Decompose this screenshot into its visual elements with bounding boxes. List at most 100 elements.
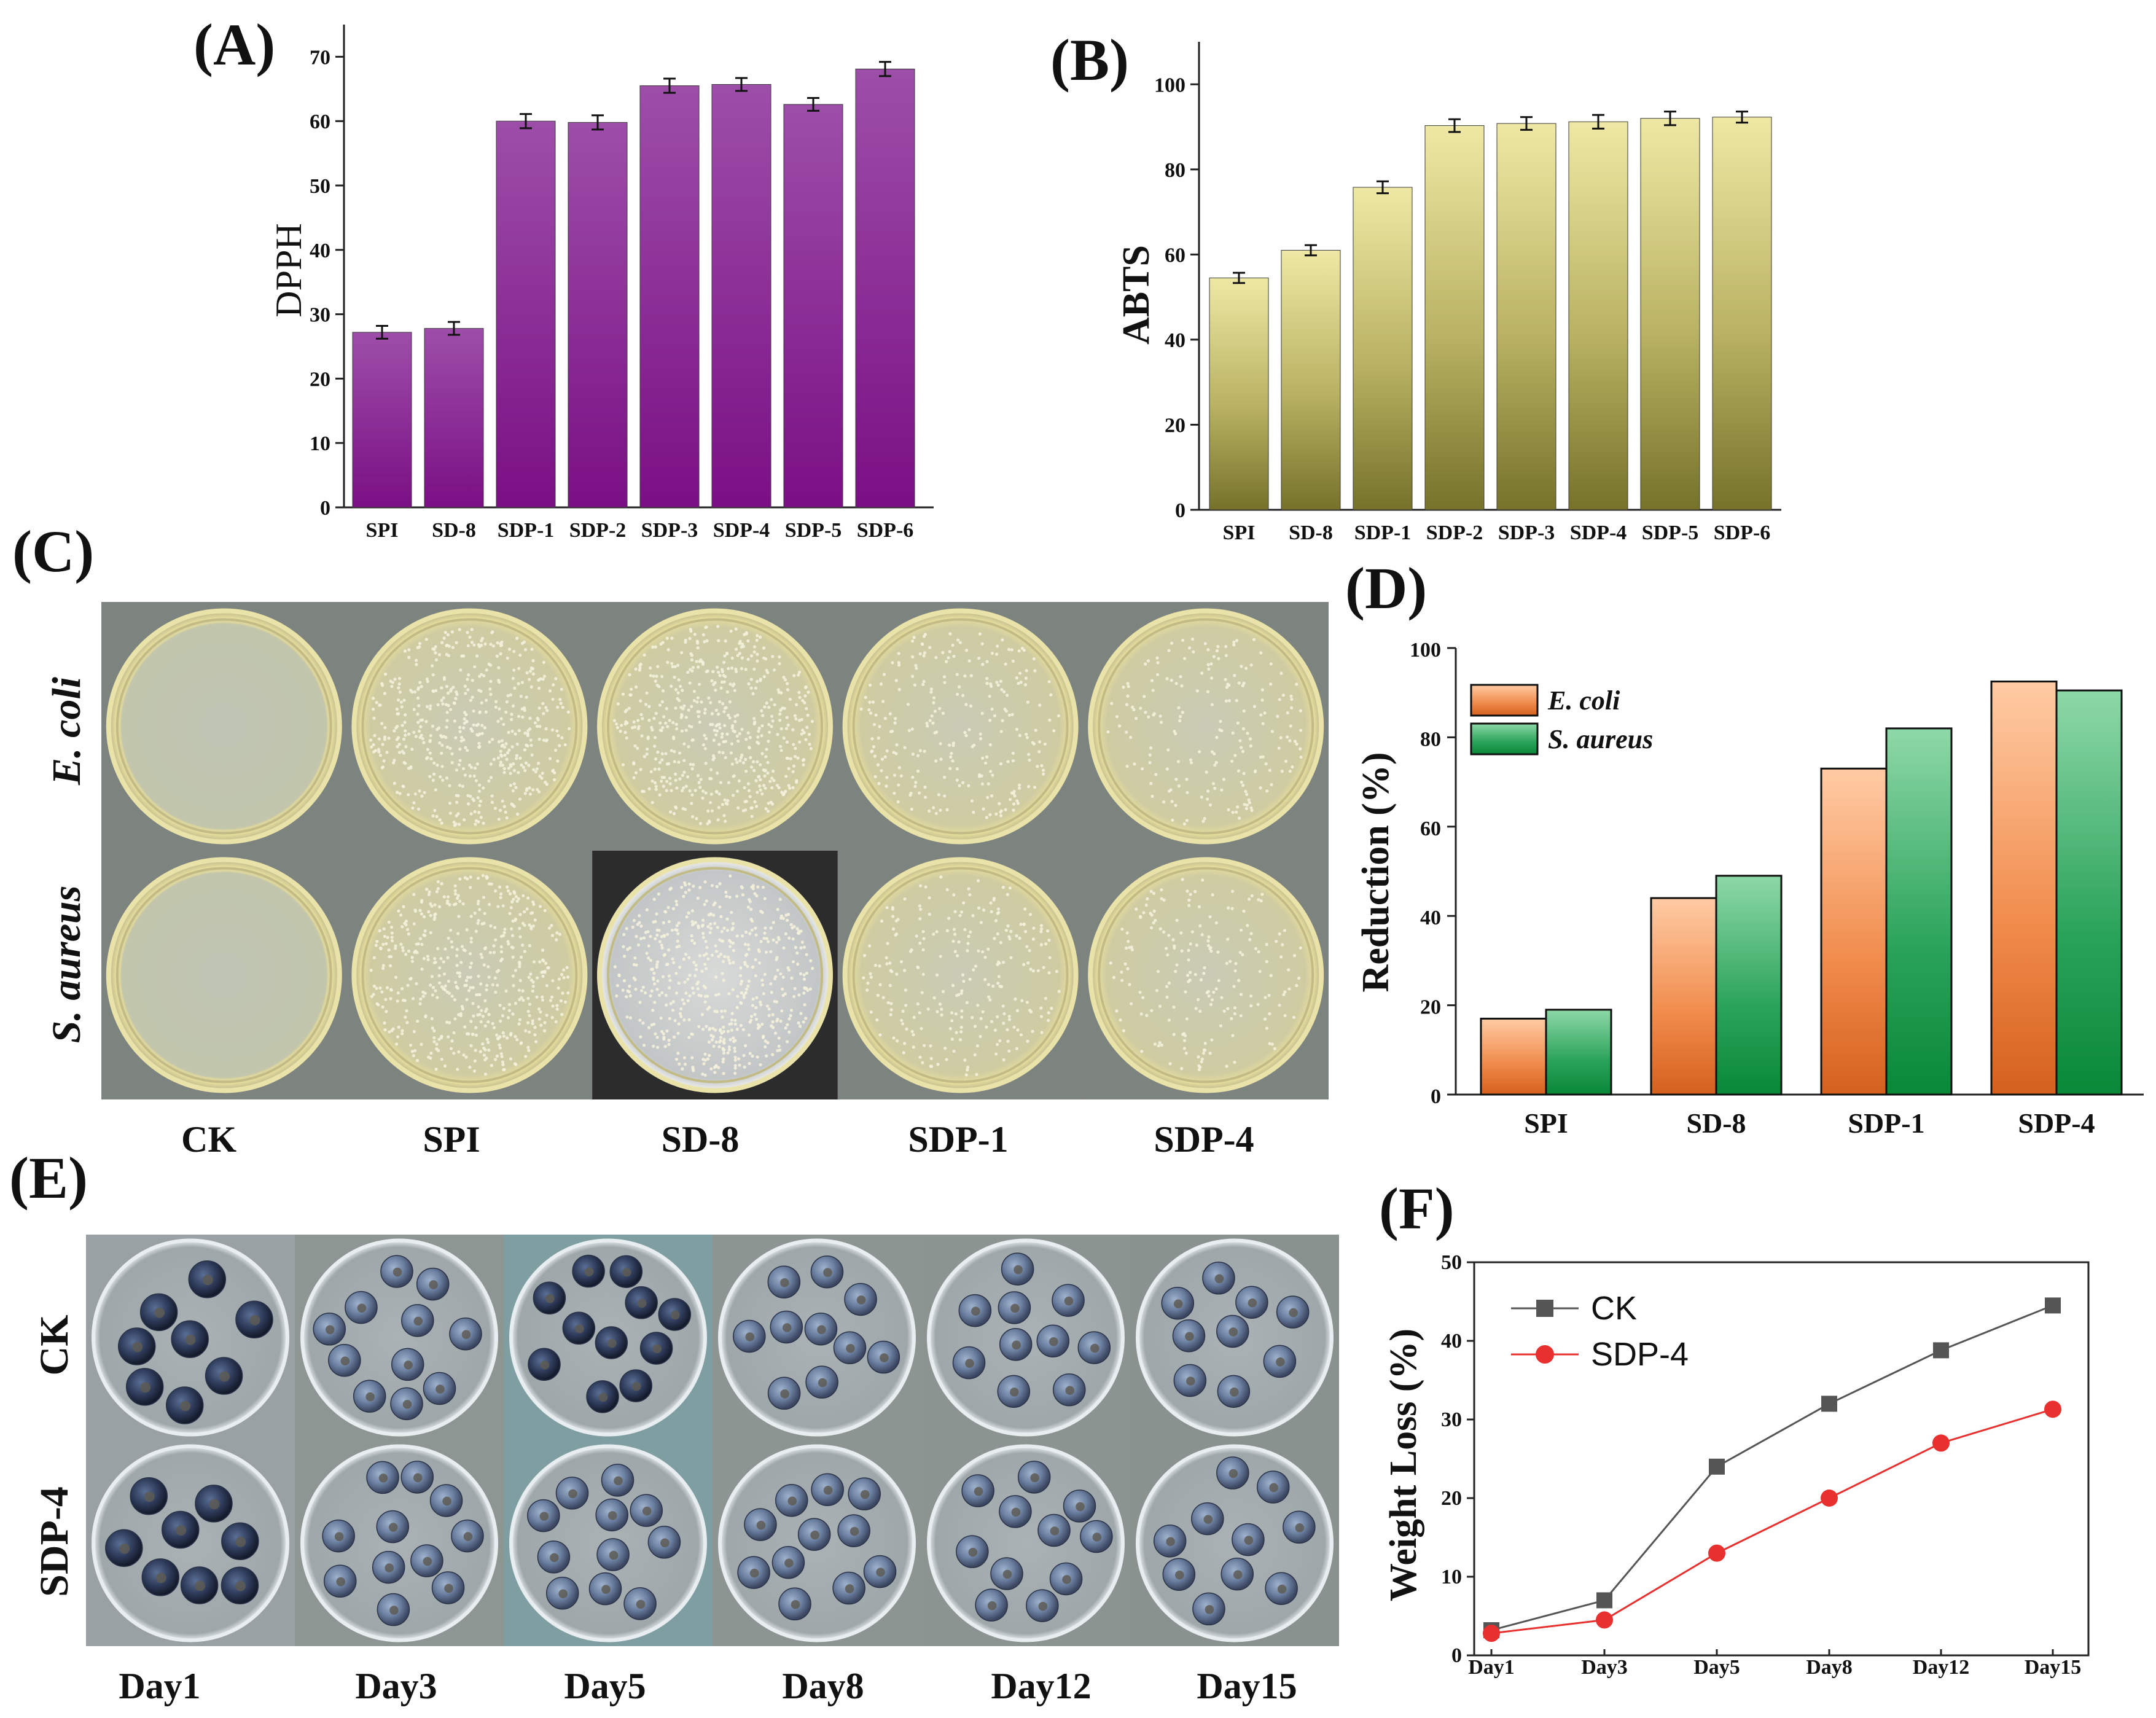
chart-a-errorbar-sdp-2 [592,114,604,131]
chart-a-xtick-label: SDP-6 [857,519,914,542]
chart-a-xtick-label: SPI [366,519,399,542]
chart-f-frame [1473,1261,2090,1657]
dish-day1-row2 [92,1444,289,1642]
chart-f-line-ck [1491,1305,2053,1631]
chart-a-ytick-label: 30 [310,304,330,327]
chart-a-ytick-label: 0 [320,497,330,520]
chart-d-bar-ecoli-sd-8 [1650,897,1717,1096]
chart-a-bar-sdp-6 [855,68,915,508]
chart-a-bar-sd-8 [424,328,484,508]
dish-day12-row1 [927,1238,1125,1437]
legend-swatch-ecoli [1470,684,1539,717]
panel-e-col-label-day5: Day5 [564,1666,646,1706]
panel-c-col-label-ck: CK [181,1119,236,1160]
chart-d-y-label: Reduction (%) [1355,752,1397,993]
panel-c-col-label-spi: SPI [423,1119,480,1160]
chart-b-xtick-label: SDP-2 [1426,521,1483,544]
chart-b-bar-sdp-5 [1640,118,1700,510]
chart-a-ytick-label: 40 [310,240,330,262]
chart-f-xtick-label: Day3 [1581,1656,1628,1679]
petri-plate-sdp-4-row1 [1088,608,1324,845]
chart-f-point-ck-day3 [1596,1592,1612,1609]
chart-a-ytick-label: 60 [310,111,330,133]
petri-plate-sd-8-row1 [597,608,833,845]
chart-a-ytick-label: 20 [310,368,330,391]
chart-f-xtick-label: Day5 [1693,1656,1740,1679]
chart-b-errorbar-sd-8 [1305,244,1317,257]
chart-d-bar-saureus-spi [1545,1009,1612,1096]
chart-f-point-ck-day15 [2045,1297,2061,1314]
chart-b-xtick-label: SDP-4 [1570,521,1627,544]
chart-b-bar-sdp-3 [1496,123,1556,510]
chart-b-bar-sdp-1 [1353,187,1413,510]
chart-a-dpph: DPPH 0 10 20 30 40 50 60 70 SPI SD-8 SDP-1 SDP-2 SD… [268,25,934,542]
petri-plate-spi-row1 [351,608,588,845]
chart-a-xtick-label: SDP-5 [785,519,842,542]
chart-f-point-sdp4-day3 [1596,1611,1613,1629]
panel-e-row-label-sdp4: SDP-4 [32,1486,77,1597]
chart-b-ytick-label: 100 [1154,74,1185,96]
chart-f-point-ck-day5 [1709,1458,1725,1475]
panel-e-row-label-ck: CK [32,1315,77,1376]
legend-label-sdp4: SDP-4 [1591,1336,1689,1373]
chart-b-ytick-label: 80 [1165,159,1185,182]
chart-d-xtick-label: SD-8 [1686,1107,1746,1139]
chart-f-point-ck-day12 [1933,1342,1949,1359]
chart-a-errorbar-sdp-1 [520,113,532,130]
chart-b-ytick-label: 0 [1175,499,1185,522]
chart-b-xtick-label: SDP-1 [1354,521,1412,544]
petri-plate-ck-row2 [106,857,342,1093]
panel-c-col-label-sdp1: SDP-1 [908,1119,1008,1160]
chart-b-errorbar-sdp-5 [1664,111,1676,127]
chart-a-errorbar-sdp-6 [879,61,891,77]
panel-c-row-label-saureus: S. aureus [44,886,89,1044]
dish-day5-row1 [509,1238,707,1437]
chart-b-ytick-label: 40 [1165,329,1185,352]
chart-a-bar-sdp-4 [711,84,771,508]
chart-f-line-sdp4 [1491,1408,2053,1634]
chart-d-legend: E. coli S. aureus [1470,684,1653,756]
dish-day3-row1 [300,1238,498,1437]
chart-b-errorbar-sdp-1 [1377,180,1389,195]
panel-label-c: (C) [12,518,94,584]
chart-f-ytick-label: 50 [1441,1251,1462,1274]
chart-d-xtick-label: SPI [1524,1107,1568,1139]
chart-d-xtick-label: SDP-1 [1848,1107,1924,1139]
chart-d-ytick-label: 20 [1420,996,1441,1019]
chart-a-y-label: DPPH [268,223,309,317]
chart-f-point-sdp4-day1 [1483,1625,1500,1642]
petri-plate-spi-row2 [351,857,588,1093]
dish-day15-row2 [1136,1444,1334,1642]
chart-b-errorbar-spi [1233,271,1245,284]
chart-a-bar-sdp-1 [496,120,556,508]
legend-marker-sdp4 [1536,1345,1554,1364]
chart-f-ytick-label: 10 [1441,1566,1462,1588]
chart-b-bar-sdp-4 [1568,121,1628,510]
chart-b-bar-spi [1209,277,1269,510]
legend-label-ecoli: E. coli [1547,685,1620,716]
chart-b-xtick-label: SDP-5 [1642,521,1699,544]
panel-e-col-label-day8: Day8 [782,1666,864,1706]
panel-label-b: (B) [1050,27,1129,93]
chart-a-xtick-label: SDP-2 [569,519,627,542]
panel-e-blueberry-photos: CK SDP-4 Day1 Day3 Day5 Day8 Day12 Day15 [32,1235,1339,1706]
chart-a-xtick-label: SD-8 [432,519,476,542]
chart-a-xtick-label: SDP-1 [498,519,555,542]
chart-a-xtick-label: SDP-3 [641,519,698,542]
chart-f-point-sdp4-day5 [1708,1544,1725,1562]
chart-f-xtick-label: Day15 [2025,1656,2082,1679]
chart-d-ytick-label: 40 [1420,907,1441,929]
panel-e-col-label-day12: Day12 [991,1666,1091,1706]
panel-e-col-label-day3: Day3 [355,1666,437,1706]
chart-d-bar-ecoli-spi [1480,1017,1547,1096]
legend-marker-ck [1536,1300,1553,1317]
petri-plate-sd-8-row2 [597,857,833,1093]
panel-c-bacteria-plates: E. coli S. aureus CK SPI SD-8 SDP-1 SDP-… [44,602,1329,1160]
chart-f-ytick-label: 30 [1441,1408,1462,1431]
dish-day8-row1 [718,1238,916,1437]
panel-c-col-label-sd8: SD-8 [662,1119,740,1160]
chart-f-point-sdp4-day8 [1821,1490,1838,1507]
chart-a-errorbar-sdp-5 [807,96,819,112]
petri-plate-sdp-1-row2 [842,857,1079,1093]
chart-b-xtick-label: SD-8 [1289,521,1333,544]
